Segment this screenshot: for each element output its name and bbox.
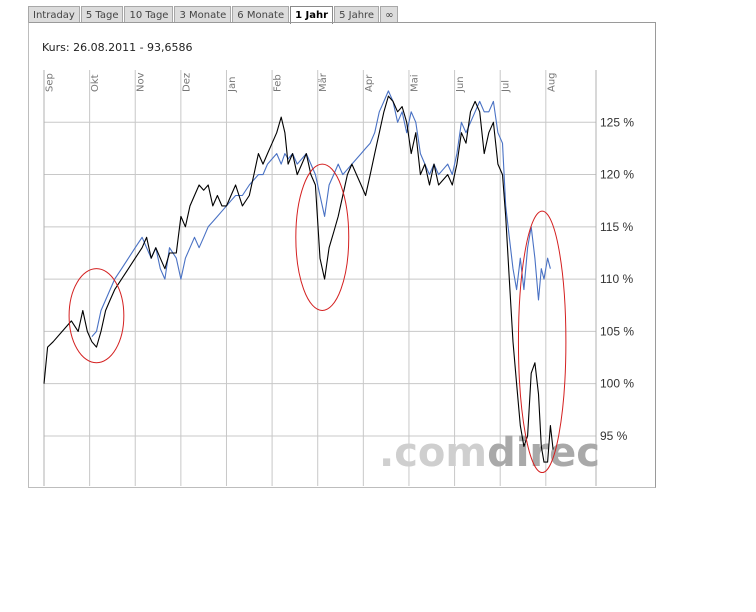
annotation-ellipse-1 — [295, 163, 350, 311]
tab-1[interactable]: 5 Tage — [80, 6, 124, 23]
x-tick-label: Jan — [227, 77, 238, 93]
annotation-ellipse-2 — [517, 210, 567, 474]
series-layer — [43, 90, 554, 463]
grid-layer — [43, 70, 597, 486]
tab-6[interactable]: 5 Jahre — [334, 6, 380, 23]
x-tick-label: Dez — [181, 73, 192, 92]
x-tick-label: Okt — [90, 74, 101, 92]
x-tick-label: Jun — [455, 76, 466, 93]
tab-2[interactable]: 10 Tage — [124, 6, 174, 23]
timeframe-tabs: Intraday 5 Tage 10 Tage 3 Monate 6 Monate 1 J… — [28, 6, 399, 24]
y-tick-label: 110 % — [600, 272, 633, 286]
series-line-benchmark — [91, 90, 551, 337]
annotation-ellipse-0 — [68, 268, 125, 364]
x-tick-label: Apr — [364, 74, 375, 92]
tab-3[interactable]: 3 Monate — [174, 6, 232, 23]
tab-0[interactable]: Intraday — [28, 6, 80, 23]
x-tick-label: Mär — [318, 72, 329, 92]
series-line-primary — [43, 95, 554, 463]
y-tick-label: 120 % — [600, 168, 634, 182]
y-tick-label: 100 % — [600, 377, 634, 391]
tab-4[interactable]: 6 Monate — [232, 6, 290, 23]
y-tick-label: 105 % — [600, 324, 634, 338]
axis-labels: 95 % 100 % 105 % 110 % 115 % 120 % 125 % Sep Okt… — [45, 72, 635, 443]
x-tick-label: Mai — [409, 74, 420, 92]
annotation-layer — [68, 163, 567, 474]
svg-text:.comdirec: .comdirec — [379, 430, 600, 476]
chart-panel — [28, 22, 656, 488]
price-label: Kurs: 26.08.2011 - 93,6586 — [42, 41, 193, 54]
y-tick-label: 125 % — [600, 115, 634, 129]
x-tick-label: Aug — [546, 72, 557, 92]
x-tick-label: Jul — [501, 80, 512, 93]
tab-5[interactable]: 1 Jahr — [290, 6, 334, 24]
tab-7[interactable]: ∞ — [380, 6, 399, 23]
x-tick-label: Sep — [45, 73, 56, 92]
comdirect-watermark: .comdirec — [379, 430, 600, 476]
y-tick-label: 115 % — [600, 220, 633, 234]
x-tick-label: Feb — [273, 74, 284, 92]
y-tick-label: 95 % — [600, 429, 628, 443]
x-tick-label: Nov — [136, 72, 147, 92]
